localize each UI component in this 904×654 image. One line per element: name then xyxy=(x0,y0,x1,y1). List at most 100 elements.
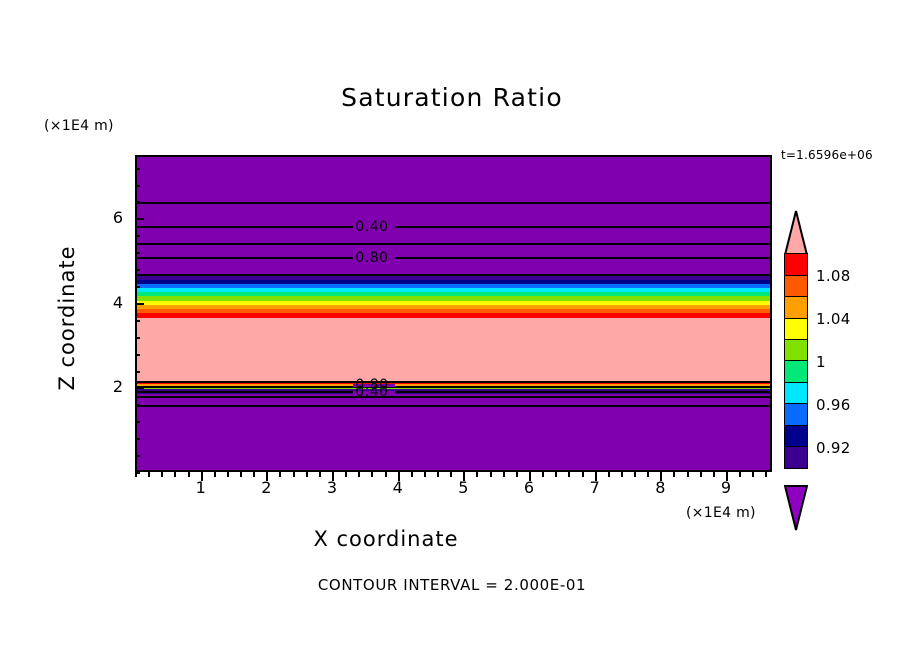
x-axis-unit-label: (×1E4 m) xyxy=(686,505,756,521)
x-tick-major xyxy=(266,472,269,481)
x-tick-minor xyxy=(647,472,650,477)
y-tick-minor xyxy=(135,336,140,339)
contour-label-gap xyxy=(353,257,396,261)
colorbar-tick-label: 1.08 xyxy=(816,267,851,286)
colorbar-segment xyxy=(784,446,808,470)
colorbar-segment xyxy=(784,296,808,320)
y-tick-minor xyxy=(135,370,140,373)
x-tick-major xyxy=(397,472,400,481)
contour-line xyxy=(137,396,770,399)
x-tick-minor xyxy=(410,472,413,477)
contour-band xyxy=(137,384,770,387)
x-tick-minor xyxy=(161,472,164,477)
contour-band xyxy=(137,317,770,382)
contour-label-gap xyxy=(353,384,396,388)
contour-band xyxy=(137,283,770,289)
contour-band xyxy=(137,304,770,310)
x-tick-minor xyxy=(699,472,702,477)
x-tick-label: 3 xyxy=(326,478,338,497)
colorbar-segment xyxy=(784,317,808,341)
y-tick-label: 6 xyxy=(112,208,123,228)
x-tick-minor xyxy=(384,472,387,477)
contour-band xyxy=(137,309,770,313)
x-tick-minor xyxy=(135,472,137,477)
x-tick-minor xyxy=(712,472,715,477)
x-tick-minor xyxy=(437,472,440,477)
y-tick-minor xyxy=(135,235,140,238)
contour-line xyxy=(137,242,770,245)
contour-line xyxy=(137,404,770,407)
y-tick-minor xyxy=(135,404,140,407)
x-tick-minor xyxy=(542,472,545,477)
x-tick-minor xyxy=(423,472,426,477)
x-tick-minor xyxy=(187,472,190,477)
x-tick-minor xyxy=(305,472,308,477)
y-tick-minor xyxy=(135,252,140,255)
y-tick-label: 4 xyxy=(112,292,123,312)
page-title: Saturation Ratio xyxy=(341,83,563,112)
y-tick-minor xyxy=(135,438,140,441)
x-tick-minor xyxy=(765,472,768,477)
x-tick-label: 6 xyxy=(523,478,535,497)
contour-band xyxy=(137,274,770,280)
contour-line xyxy=(137,385,770,388)
x-tick-minor xyxy=(739,472,742,477)
y-tick-minor xyxy=(135,184,140,187)
contour-line xyxy=(137,390,770,393)
contour-band xyxy=(137,300,770,305)
contour-plot-area: 0.40 0.80 0.80 0.40 xyxy=(135,155,772,472)
x-tick-label: 7 xyxy=(589,478,600,497)
x-tick-major xyxy=(463,472,466,481)
y-tick-minor xyxy=(135,472,140,474)
x-tick-minor xyxy=(358,472,361,477)
x-tick-minor xyxy=(213,472,216,477)
x-tick-label: 8 xyxy=(655,478,666,497)
contour-band xyxy=(137,387,770,390)
y-tick-minor xyxy=(135,269,140,272)
contour-line xyxy=(137,201,770,204)
x-tick-minor xyxy=(489,472,492,477)
x-tick-label: 9 xyxy=(720,478,732,497)
y-tick-minor xyxy=(135,319,140,322)
x-tick-major xyxy=(529,472,532,481)
x-tick-minor xyxy=(515,472,518,477)
y-tick-minor xyxy=(135,167,140,170)
contour-label: 0.40 xyxy=(355,218,389,235)
x-tick-minor xyxy=(292,472,295,477)
colorbar-tick-label: 0.96 xyxy=(816,395,851,414)
x-tick-minor xyxy=(686,472,689,477)
contour-band xyxy=(137,312,770,318)
contour-band xyxy=(137,296,770,301)
x-tick-minor xyxy=(318,472,321,477)
colorbar-cap-top xyxy=(783,210,809,256)
x-tick-minor xyxy=(345,472,348,477)
colorbar-segment xyxy=(784,424,808,448)
contour-band xyxy=(137,288,770,293)
x-tick-minor xyxy=(253,472,256,477)
x-tick-minor xyxy=(174,472,177,477)
y-tick-major xyxy=(135,387,144,390)
x-tick-minor xyxy=(226,472,229,477)
x-tick-minor xyxy=(634,472,637,477)
colorbar-segment xyxy=(784,274,808,298)
x-tick-minor xyxy=(568,472,571,477)
x-tick-minor xyxy=(555,472,558,477)
x-tick-major xyxy=(660,472,663,481)
x-tick-label: 4 xyxy=(392,478,403,497)
x-tick-minor xyxy=(673,472,676,477)
x-tick-label: 5 xyxy=(458,478,469,497)
x-tick-major xyxy=(332,472,334,481)
contour-band xyxy=(137,292,770,297)
y-tick-minor xyxy=(135,421,140,424)
y-tick-label: 2 xyxy=(112,377,123,397)
x-tick-minor xyxy=(607,472,610,477)
timestamp-label: t=1.6596e+06 xyxy=(781,148,873,162)
x-tick-minor xyxy=(581,472,584,477)
x-tick-label: 2 xyxy=(261,478,272,497)
x-tick-minor xyxy=(240,472,243,477)
y-tick-minor xyxy=(135,286,140,289)
x-axis-title: X coordinate xyxy=(313,527,459,551)
x-tick-minor xyxy=(502,472,505,477)
x-tick-minor xyxy=(476,472,479,477)
